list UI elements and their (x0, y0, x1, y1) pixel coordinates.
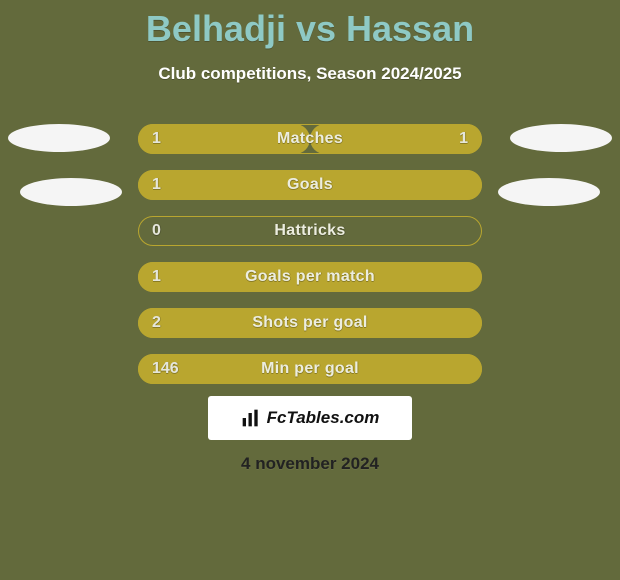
row-min-per-goal: 146 Min per goal (138, 354, 482, 384)
comparison-rows: 1 Matches 1 1 Goals 0 Hattricks 1 Goals … (138, 124, 482, 400)
player-1-name: Belhadji (146, 8, 286, 49)
row-matches: 1 Matches 1 (138, 124, 482, 154)
subtitle: Club competitions, Season 2024/2025 (0, 64, 620, 84)
row-goals-per-match: 1 Goals per match (138, 262, 482, 292)
avatar-placeholder-right-2 (498, 178, 600, 206)
row-label: Matches (138, 124, 482, 154)
snapshot-date: 4 november 2024 (0, 454, 620, 474)
avatar-placeholder-left-2 (20, 178, 122, 206)
row-goals: 1 Goals (138, 170, 482, 200)
row-label: Shots per goal (138, 308, 482, 338)
vs-separator: vs (286, 8, 346, 49)
avatar-placeholder-right-1 (510, 124, 612, 152)
row-hattricks: 0 Hattricks (138, 216, 482, 246)
branding-badge: FcTables.com (208, 396, 412, 440)
bar-chart-icon (241, 408, 261, 428)
avatar-placeholder-left-1 (8, 124, 110, 152)
row-label: Goals (138, 170, 482, 200)
row-label: Hattricks (138, 216, 482, 246)
branding-text: FcTables.com (267, 408, 380, 428)
row-value-right: 1 (459, 124, 468, 154)
page-title: Belhadji vs Hassan (0, 0, 620, 50)
row-shots-per-goal: 2 Shots per goal (138, 308, 482, 338)
row-label: Goals per match (138, 262, 482, 292)
player-2-name: Hassan (346, 8, 474, 49)
row-label: Min per goal (138, 354, 482, 384)
